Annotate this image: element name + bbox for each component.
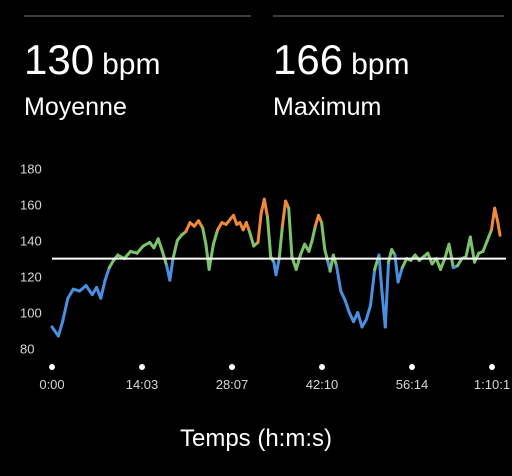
heart-rate-segment bbox=[287, 206, 294, 259]
x-tick-dot bbox=[489, 364, 495, 370]
heart-rate-segment bbox=[122, 249, 133, 261]
heart-rate-segment bbox=[103, 266, 111, 282]
heart-rate-segment bbox=[244, 221, 251, 234]
heart-rate-segment bbox=[262, 197, 269, 219]
heart-rate-segment bbox=[232, 213, 239, 226]
heart-rate-segment bbox=[343, 298, 351, 315]
y-tick-label: 140 bbox=[20, 234, 42, 249]
heart-rate-segment bbox=[339, 289, 347, 302]
maximum-heart-rate: 166 bpm bbox=[273, 36, 409, 89]
heart-rate-segment bbox=[84, 284, 94, 297]
y-tick-label: 100 bbox=[20, 306, 42, 321]
maximum-value: 166 bbox=[273, 36, 344, 83]
x-tick-label: 56:14 bbox=[396, 377, 429, 392]
heart-rate-segment bbox=[400, 257, 409, 270]
heart-rate-segment bbox=[439, 257, 447, 271]
heart-rate-segment bbox=[266, 215, 273, 259]
heart-rate-segment bbox=[184, 221, 192, 234]
average-value: 130 bbox=[24, 36, 95, 83]
x-tick-label: 28:07 bbox=[216, 377, 249, 392]
x-tick-dot bbox=[409, 364, 415, 370]
heart-rate-segment bbox=[156, 237, 164, 253]
heart-rate-segment bbox=[171, 239, 179, 261]
y-tick-label: 180 bbox=[20, 162, 42, 177]
heart-rate-segment bbox=[99, 278, 107, 300]
x-tick-dot bbox=[139, 364, 145, 370]
heart-rate-segment bbox=[277, 224, 284, 261]
average-heart-rate: 130 bpm bbox=[24, 36, 160, 89]
heart-rate-segment bbox=[307, 239, 314, 253]
heart-rate-line bbox=[50, 197, 502, 338]
heart-rate-segment bbox=[387, 248, 394, 264]
y-tick-label: 80 bbox=[20, 342, 34, 357]
heart-rate-segment bbox=[323, 248, 330, 264]
heart-rate-segment bbox=[256, 212, 263, 244]
x-axis-ticks: 0:00 14:03 28:07 42:10 56:14 1:10:1 bbox=[39, 364, 510, 392]
x-tick-label: 42:10 bbox=[306, 377, 339, 392]
heart-rate-segment bbox=[310, 224, 317, 243]
heart-rate-segment bbox=[294, 253, 302, 271]
heart-rate-segment bbox=[66, 287, 75, 300]
heart-rate-segment bbox=[493, 206, 500, 225]
heart-rate-segment bbox=[320, 221, 327, 252]
heart-rate-chart: 80 100 120 140 160 180 0:00 14:03 28:07 42:10 56:… bbox=[20, 162, 510, 392]
heart-rate-segment bbox=[356, 311, 364, 329]
heart-rate-segment bbox=[248, 230, 256, 248]
heart-rate-segment bbox=[298, 242, 307, 257]
average-label: Moyenne bbox=[24, 93, 127, 121]
heart-rate-segment bbox=[211, 228, 220, 246]
x-tick-dot bbox=[319, 364, 325, 370]
heart-rate-segment bbox=[496, 221, 502, 237]
y-tick-label: 120 bbox=[20, 270, 42, 285]
heart-rate-segment bbox=[377, 253, 384, 297]
heart-rate-segment bbox=[369, 267, 377, 307]
heart-rate-segment bbox=[481, 239, 489, 253]
heart-rate-segment bbox=[364, 303, 372, 322]
heart-rate-segment bbox=[56, 320, 65, 338]
x-axis-title: Temps (h:m:s) bbox=[179, 425, 332, 452]
heart-rate-segment bbox=[201, 226, 208, 246]
header-divider-left bbox=[24, 15, 251, 17]
x-tick-dot bbox=[229, 364, 235, 370]
heart-rate-segment bbox=[335, 264, 343, 293]
heart-rate-segment bbox=[396, 266, 404, 284]
heart-rate-segment bbox=[274, 257, 281, 277]
x-tick-dot bbox=[49, 364, 55, 370]
maximum-label: Maximum bbox=[273, 93, 382, 121]
maximum-unit: bpm bbox=[351, 48, 410, 81]
y-axis-ticks: 80 100 120 140 160 180 bbox=[20, 162, 42, 357]
x-tick-label: 1:10:1 bbox=[474, 377, 510, 392]
heart-rate-segment bbox=[485, 228, 493, 243]
heart-rate-segment bbox=[383, 260, 390, 329]
heart-rate-segment bbox=[168, 257, 175, 282]
y-tick-label: 160 bbox=[20, 198, 42, 213]
x-tick-label: 14:03 bbox=[126, 377, 159, 392]
average-unit: bpm bbox=[102, 48, 161, 81]
header-divider-right bbox=[273, 15, 504, 17]
heart-rate-segment bbox=[61, 296, 70, 324]
heart-rate-segment bbox=[331, 253, 338, 268]
heart-rate-segment bbox=[447, 242, 455, 270]
x-tick-label: 0:00 bbox=[39, 377, 64, 392]
heart-rate-segment bbox=[135, 244, 145, 255]
heart-rate-segment bbox=[280, 199, 288, 228]
heart-rate-segment bbox=[207, 242, 215, 271]
